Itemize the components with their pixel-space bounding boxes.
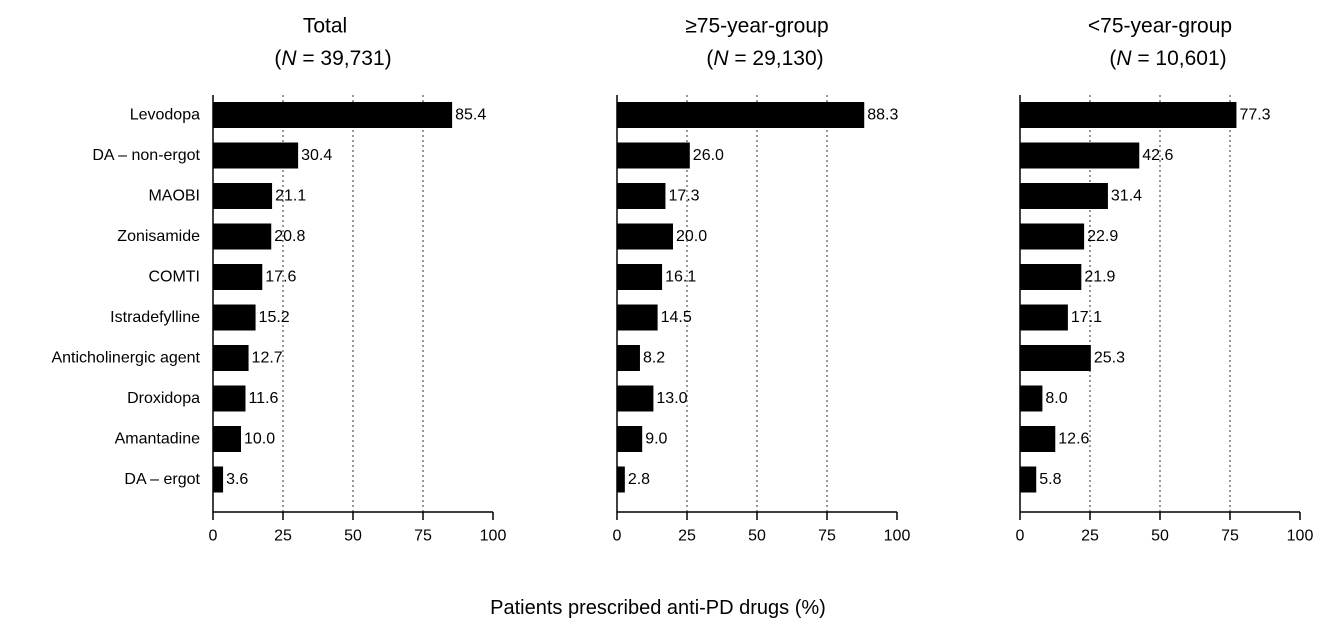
panel-title: Total	[303, 15, 347, 38]
bar-value-label: 13.0	[656, 390, 687, 407]
bar	[213, 102, 453, 128]
bar-value-label: 3.6	[226, 471, 248, 488]
x-axis-title: Patients prescribed anti-PD drugs (%)	[490, 597, 826, 619]
bar	[213, 345, 249, 371]
x-tick-label: 0	[1016, 528, 1025, 545]
bar	[213, 426, 241, 452]
x-tick-label: 100	[1287, 528, 1314, 545]
category-label: Anticholinergic agent	[51, 350, 200, 367]
bar-value-label: 17.1	[1071, 309, 1102, 326]
bar-value-label: 12.7	[252, 350, 283, 367]
bar-value-label: 30.4	[301, 147, 332, 164]
bar	[1020, 385, 1043, 412]
bar	[1020, 264, 1082, 290]
bar	[617, 142, 690, 169]
bar	[1020, 345, 1091, 371]
bar-value-label: 20.8	[274, 228, 305, 245]
bar	[213, 304, 256, 331]
x-tick-label: 50	[748, 528, 766, 545]
category-label: Levodopa	[130, 107, 200, 124]
x-tick-label: 25	[678, 528, 696, 545]
bar	[1020, 223, 1085, 250]
bar-value-label: 31.4	[1111, 188, 1142, 205]
bar	[213, 264, 263, 290]
bar-value-label: 88.3	[867, 107, 898, 124]
bar	[617, 264, 663, 290]
x-tick-label: 25	[274, 528, 292, 545]
bar-value-label: 20.0	[676, 228, 707, 245]
x-tick-label: 100	[480, 528, 507, 545]
category-label: COMTI	[148, 269, 200, 286]
bar-value-label: 17.6	[265, 269, 296, 286]
bar-value-label: 15.2	[259, 309, 290, 326]
x-tick-label: 0	[613, 528, 622, 545]
x-tick-label: 75	[414, 528, 432, 545]
category-label: DA – ergot	[124, 471, 200, 488]
bar	[1020, 183, 1108, 209]
bar-value-label: 14.5	[661, 309, 692, 326]
category-label: Droxidopa	[127, 390, 200, 407]
bar-value-label: 11.6	[248, 390, 278, 407]
category-label: Istradefylline	[110, 309, 200, 326]
bar-value-label: 25.3	[1094, 350, 1125, 367]
bar	[1020, 142, 1140, 169]
bar-value-label: 26.0	[693, 147, 724, 164]
bar	[213, 385, 246, 412]
bar	[213, 223, 272, 250]
bar	[213, 466, 224, 493]
bar	[1020, 466, 1037, 493]
bar	[617, 102, 865, 128]
bar	[213, 183, 273, 209]
bar	[617, 223, 673, 250]
x-tick-label: 100	[884, 528, 911, 545]
bar	[617, 385, 654, 412]
bar-value-label: 17.3	[668, 188, 699, 205]
bar-value-label: 2.8	[628, 471, 650, 488]
bar-value-label: 5.8	[1039, 471, 1061, 488]
bar	[1020, 426, 1056, 452]
bar-value-label: 8.0	[1045, 390, 1067, 407]
category-label: MAOBI	[148, 188, 200, 205]
bar-value-label: 9.0	[645, 431, 667, 448]
bar-value-label: 10.0	[244, 431, 275, 448]
bar-value-label: 85.4	[455, 107, 486, 124]
bar-value-label: 16.1	[665, 269, 696, 286]
panel-title: <75-year-group	[1088, 15, 1232, 38]
x-tick-label: 50	[1151, 528, 1169, 545]
category-label: Zonisamide	[117, 228, 200, 245]
bar-value-label: 22.9	[1087, 228, 1118, 245]
x-tick-label: 50	[344, 528, 362, 545]
panel-n-label: (N = 29,130)	[706, 47, 823, 70]
panel-n-label: (N = 39,731)	[274, 47, 391, 70]
category-label: Amantadine	[115, 431, 200, 448]
bar	[617, 183, 666, 209]
bar-value-label: 8.2	[643, 350, 665, 367]
bar	[1020, 102, 1237, 128]
category-label: DA – non-ergot	[92, 147, 200, 164]
bar	[617, 345, 640, 371]
bar	[617, 426, 643, 452]
x-tick-label: 75	[1221, 528, 1239, 545]
panel-n-label: (N = 10,601)	[1109, 47, 1226, 70]
bar	[617, 466, 625, 493]
bar-value-label: 12.6	[1058, 431, 1089, 448]
x-tick-label: 75	[818, 528, 836, 545]
panel-title: ≥75-year-group	[685, 15, 828, 38]
bar	[1020, 304, 1068, 331]
x-tick-label: 0	[209, 528, 218, 545]
bar-value-label: 77.3	[1239, 107, 1270, 124]
bar	[617, 304, 658, 331]
bar	[213, 142, 299, 169]
bar-value-label: 42.6	[1142, 147, 1173, 164]
x-tick-label: 25	[1081, 528, 1099, 545]
bar-value-label: 21.9	[1084, 269, 1115, 286]
bar-value-label: 21.1	[275, 188, 306, 205]
